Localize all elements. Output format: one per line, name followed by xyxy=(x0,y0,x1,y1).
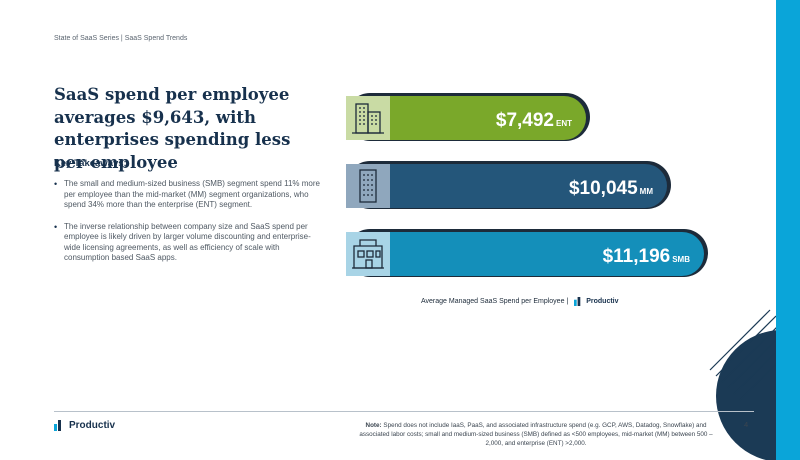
office-building-icon xyxy=(352,103,384,134)
caption-brand: Productiv xyxy=(574,297,619,306)
bar-value-label-smb: $11,196 xyxy=(603,246,671,267)
note-label: Note: xyxy=(365,422,382,429)
bar-value-label-mm: $10,045 xyxy=(569,178,638,199)
bar-group-mm: $10,045 MM xyxy=(346,161,671,209)
bar-icon-box-smb xyxy=(346,232,390,276)
bar-ent xyxy=(346,96,586,140)
footer-note: Note: Spend does not include IaaS, PaaS,… xyxy=(356,421,716,448)
page-title: SaaS spend per employee averages $9,643,… xyxy=(54,85,291,172)
chart-caption: Average Managed SaaS Spend per Employee … xyxy=(421,297,619,306)
caption-brand-name: Productiv xyxy=(586,298,619,305)
bar-mm xyxy=(346,164,667,208)
takeaway-item: The small and medium-sized business (SMB… xyxy=(54,179,324,211)
key-takeaways-list: The small and medium-sized business (SMB… xyxy=(54,179,324,275)
productiv-logo-icon xyxy=(54,420,61,431)
bar-group-ent: $7,492 ENT xyxy=(346,93,590,141)
bar-category-label-ent: ENT xyxy=(556,119,572,128)
corner-decoration xyxy=(709,309,776,460)
right-accent-bar xyxy=(776,0,800,460)
breadcrumb: State of SaaS Series | SaaS Spend Trends xyxy=(54,35,188,42)
bar-smb xyxy=(346,232,704,276)
productiv-logo-icon xyxy=(574,297,581,306)
note-text: Spend does not include IaaS, PaaS, and a… xyxy=(359,422,713,447)
tower-building-icon xyxy=(359,169,377,203)
bar-category-label-mm: MM xyxy=(640,187,654,196)
key-takeaways-heading: Key Takeaways: xyxy=(54,158,127,169)
footer-divider xyxy=(54,411,754,412)
takeaway-item: The inverse relationship between company… xyxy=(54,222,324,264)
bar-category-label-smb: SMB xyxy=(672,255,690,264)
chart-caption-text: Average Managed SaaS Spend per Employee … xyxy=(421,298,569,305)
bar-icon-box-mm xyxy=(346,164,390,208)
bar-value-label-ent: $7,492 xyxy=(496,110,554,131)
footer-brand-name: Productiv xyxy=(69,420,116,431)
footer-logo: Productiv xyxy=(54,420,115,431)
page-number: 4 xyxy=(744,420,749,429)
storefront-icon xyxy=(352,239,384,269)
bar-group-smb: $11,196 SMB xyxy=(346,229,708,277)
